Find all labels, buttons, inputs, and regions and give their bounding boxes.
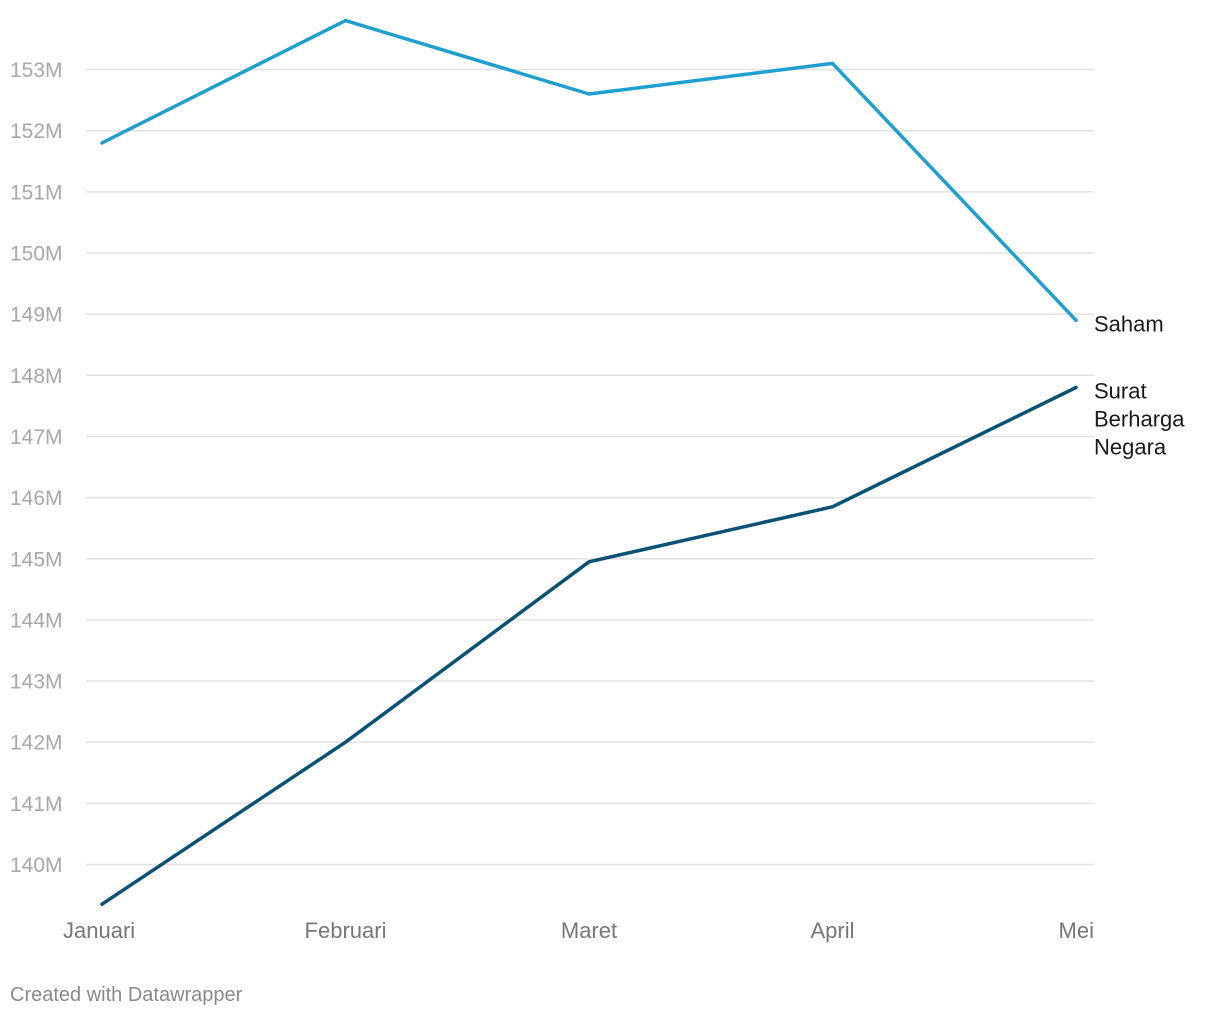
y-tick-label: 143M (10, 671, 63, 694)
x-tick-label: April (810, 918, 854, 943)
data-point (343, 740, 348, 744)
series-labels: Saham Surat Berharga Negara (1094, 311, 1185, 459)
y-tick-label: 140M (10, 854, 63, 877)
data-point (1074, 318, 1078, 322)
data-point (100, 141, 104, 145)
series-label-line: Saham (1094, 311, 1164, 336)
x-tick-label: Januari (63, 918, 135, 943)
series-line-1 (100, 18, 1078, 323)
y-tick-label: 141M (10, 793, 63, 816)
y-tick-label: 150M (10, 243, 63, 266)
series-label-line: Surat (1094, 379, 1147, 404)
y-axis-ticks: 140M 141M 142M 143M 144M 145M 146M 147M 148M 149M… (10, 59, 63, 877)
data-point (100, 902, 104, 906)
data-point (343, 19, 348, 23)
data-point (830, 61, 835, 66)
x-tick-label: Maret (561, 918, 617, 943)
y-tick-label: 144M (10, 609, 63, 632)
y-tick-label: 145M (10, 548, 63, 571)
series-label-line: Negara (1094, 435, 1167, 460)
gridlines (86, 68, 1094, 866)
credit-text: Created with Datawrapper (10, 984, 243, 1006)
y-tick-label: 152M (10, 120, 63, 143)
y-tick-label: 146M (10, 487, 63, 510)
data-point (830, 505, 835, 509)
y-tick-label: 153M (10, 59, 63, 82)
series-lines (100, 18, 1078, 906)
series-label-2: Surat Berharga Negara (1094, 379, 1185, 460)
y-tick-label: 147M (10, 426, 63, 449)
y-tick-label: 151M (10, 181, 63, 204)
series-label-1: Saham (1094, 311, 1164, 336)
y-tick-label: 148M (10, 365, 63, 388)
data-point (587, 560, 591, 564)
series-line-2 (100, 385, 1078, 906)
y-tick-label: 142M (10, 732, 63, 755)
series-label-line: Berharga (1094, 407, 1185, 432)
x-tick-label: Mei (1059, 918, 1094, 943)
y-tick-label: 149M (10, 304, 63, 327)
data-point (1074, 385, 1078, 390)
x-axis-ticks: Januari Februari Maret April Mei (63, 918, 1094, 943)
x-tick-label: Februari (305, 918, 387, 943)
data-point (587, 92, 591, 96)
